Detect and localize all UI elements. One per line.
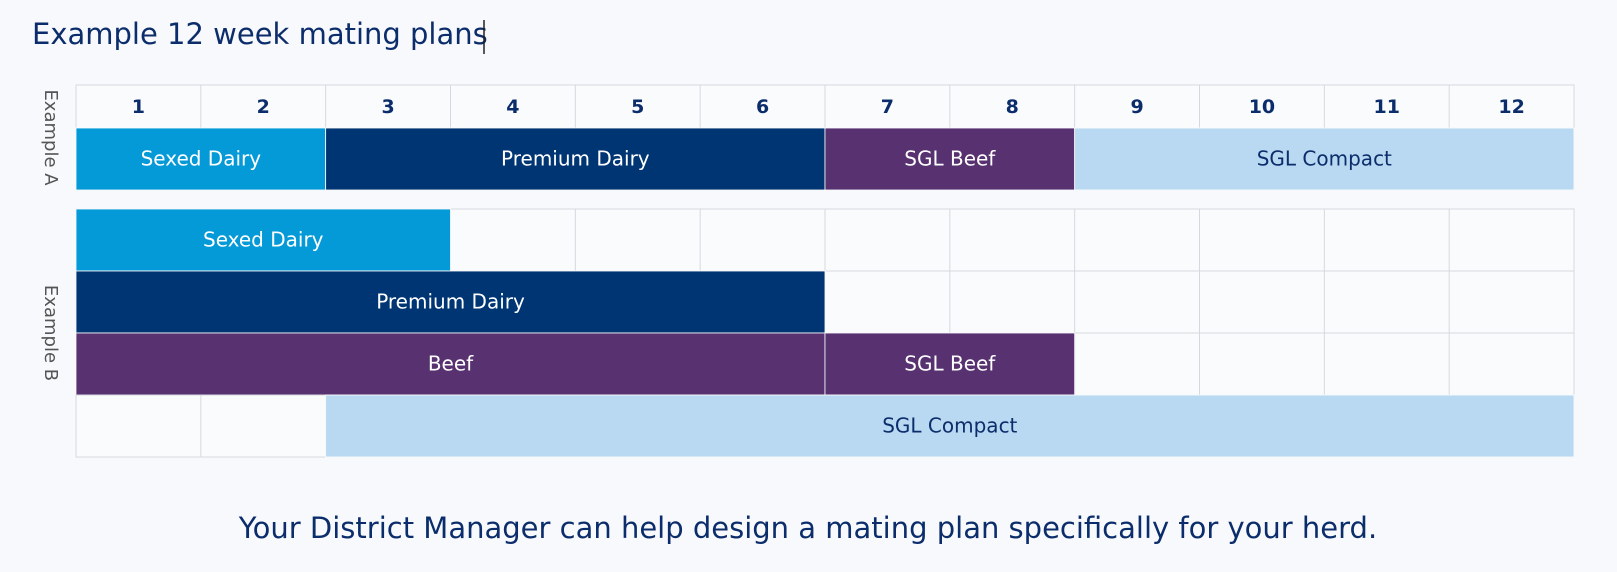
- week-label: 3: [381, 96, 394, 118]
- plan-block: [325, 127, 826, 191]
- plan-block: [75, 270, 826, 334]
- week-label: 7: [881, 96, 894, 118]
- title: Example 12 week mating plans: [32, 17, 488, 51]
- block-label: SGL Compact: [1257, 147, 1392, 171]
- plan-block: [824, 332, 1076, 396]
- block-label: Sexed Dairy: [203, 228, 324, 252]
- week-label: 5: [631, 96, 644, 118]
- block-label: SGL Beef: [904, 147, 996, 171]
- block-label: SGL Compact: [882, 414, 1017, 438]
- plan-block: [75, 332, 826, 396]
- week-label: 1: [132, 96, 145, 118]
- week-label: 2: [257, 96, 270, 118]
- block-label: Premium Dairy: [501, 147, 650, 171]
- week-label: 12: [1498, 96, 1524, 118]
- week-label: 9: [1130, 96, 1143, 118]
- block-label: Beef: [428, 352, 474, 376]
- week-label: 4: [506, 96, 519, 118]
- block-label: SGL Beef: [904, 352, 996, 376]
- plan-block: [75, 127, 327, 191]
- plan-block: [75, 208, 451, 272]
- plan-block: [325, 394, 1575, 458]
- example-label: Example A: [40, 89, 61, 186]
- plan-block: [1074, 127, 1575, 191]
- example-label: Example B: [40, 285, 61, 381]
- week-label: 11: [1374, 96, 1400, 118]
- block-label: Premium Dairy: [376, 290, 525, 314]
- week-label: 8: [1006, 96, 1019, 118]
- block-label: Sexed Dairy: [141, 147, 262, 171]
- week-label: 10: [1249, 96, 1275, 118]
- footer: Your District Manager can help design a …: [238, 511, 1377, 545]
- week-label: 6: [756, 96, 769, 118]
